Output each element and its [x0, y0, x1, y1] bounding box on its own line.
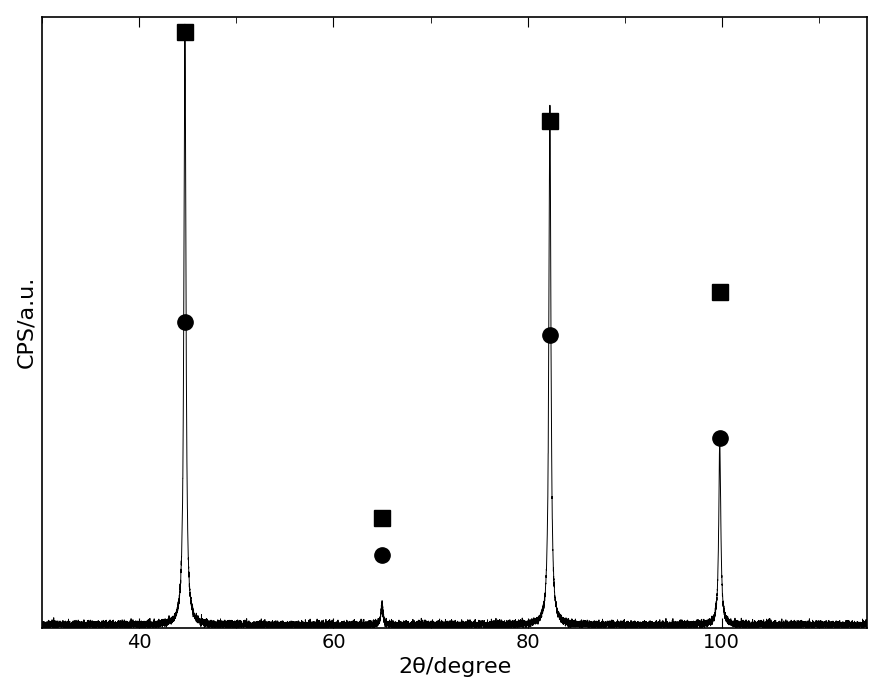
X-axis label: 2θ/degree: 2θ/degree — [398, 657, 512, 677]
Y-axis label: CPS/a.u.: CPS/a.u. — [17, 276, 36, 369]
